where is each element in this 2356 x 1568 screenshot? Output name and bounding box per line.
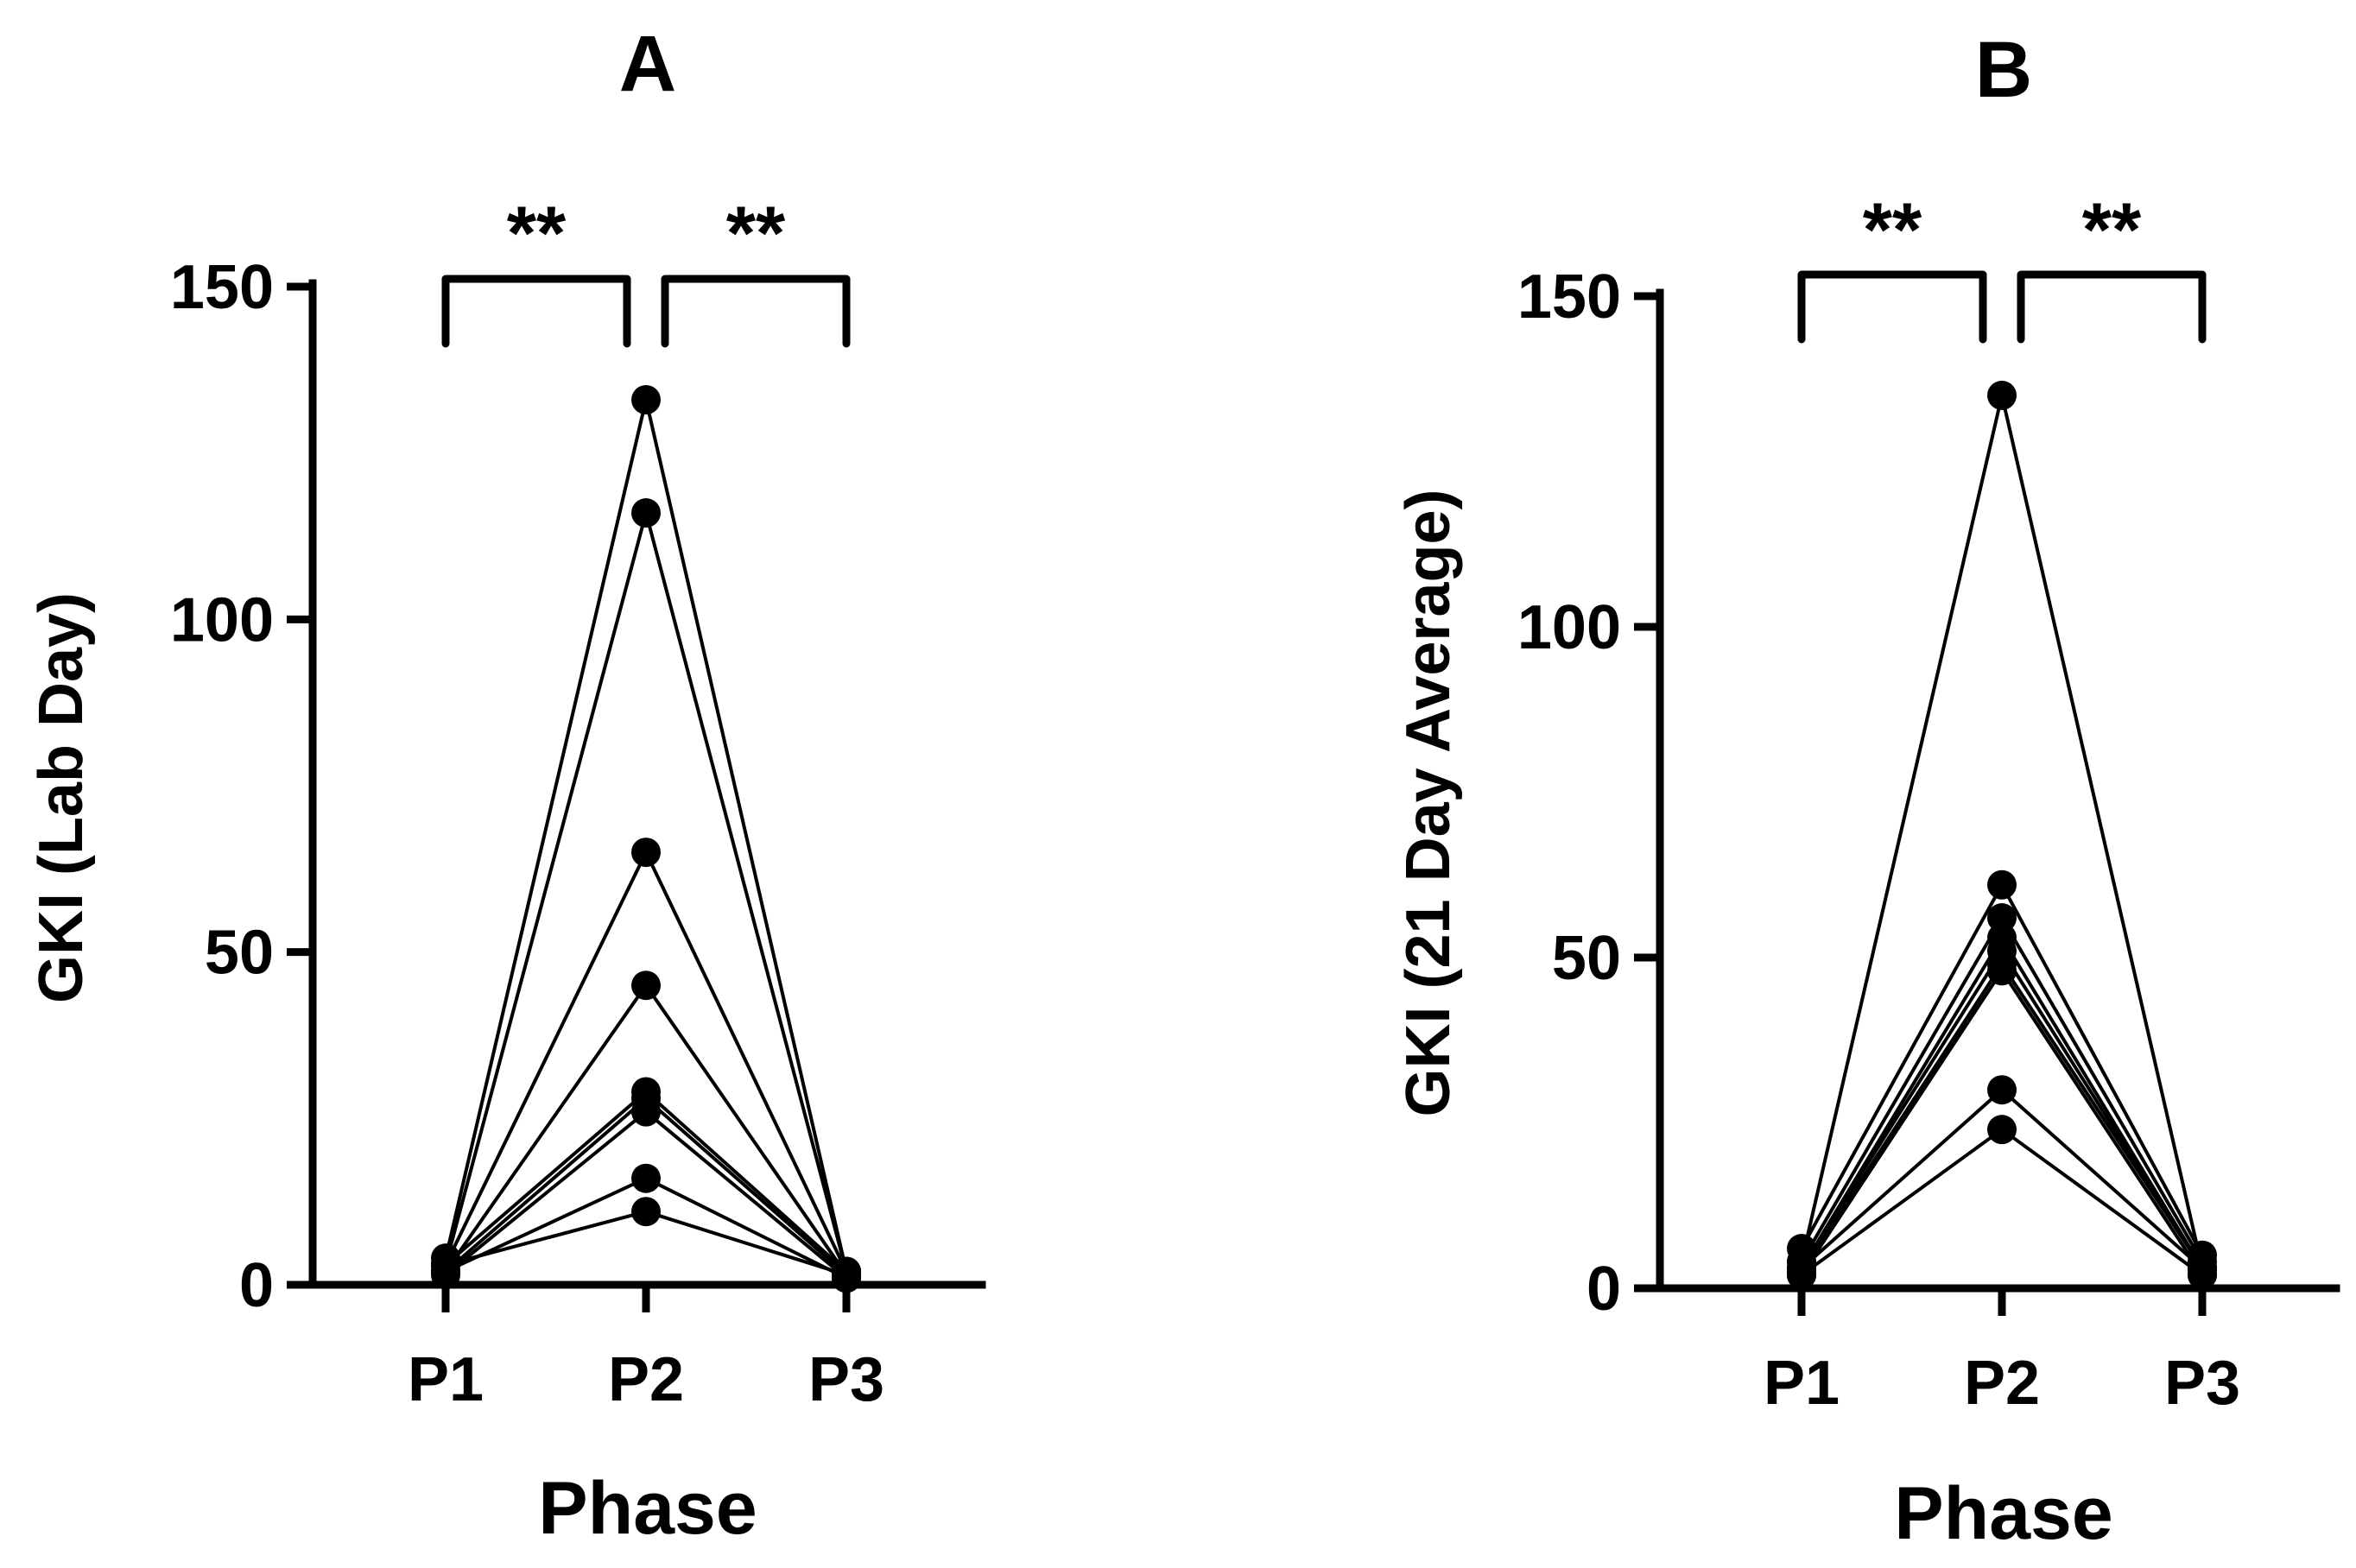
panel-b-series-line [1800,1127,2204,1277]
panel-b-significance-label: ** [1863,187,1922,272]
panel-a-data-point [631,1197,661,1227]
panel-a-significance-bracket [441,275,631,348]
panel-a-significance-label: ** [507,190,567,275]
panel-a-x-tick-label: P3 [808,1345,884,1414]
panel-b-y-tick-label: 0 [1586,1255,1621,1324]
panel-b-data-point [1987,1115,2017,1145]
panel-a-annotations: ** ** [441,190,851,348]
panel-b-data-point [1987,869,2017,900]
panel-b-data-point [1987,380,2017,410]
panel-a-data-point [631,971,661,1001]
panel-b-xlabel: Phase [1894,1472,2112,1555]
panel-a-series-line [444,982,848,1276]
panel-a-data-point [631,385,661,415]
panel-b-data-point [1987,956,2017,986]
panel-b-x-tick-label: P3 [2164,1349,2240,1418]
panel-a-data-point [431,1249,460,1280]
panel-a-data-point [631,838,661,868]
panel-b-data-point [1787,1260,1816,1290]
panel-a-series-layer [431,385,861,1293]
panel-b-x-tick-label: P2 [1964,1349,2040,1418]
panel-b: B GKI (21 Day Average) Phase 0 50 100 150 P1… [1394,26,2340,1555]
panel-b-series-layer [1787,380,2217,1290]
panel-b-ticks: 0 50 100 150 P1 P2 P3 [1517,262,2240,1418]
panel-a-y-tick-label: 50 [205,919,274,988]
panel-a-title: A [619,20,676,108]
panel-a-significance-label: ** [726,190,786,275]
panel-b-title: B [1975,26,2032,114]
panel-a-data-point [631,1097,661,1127]
panel-b-ylabel: GKI (21 Day Average) [1394,490,1463,1117]
panel-b-x-tick-label: P1 [1764,1349,1840,1418]
panel-b-significance-bracket [2017,270,2207,344]
panel-b-significance-bracket [1797,270,1987,344]
panel-b-y-tick-label: 50 [1552,924,1621,993]
panel-a-y-tick-label: 0 [239,1251,274,1320]
panel-a-ylabel: GKI (Lab Day) [27,592,96,1003]
panel-a-series-line [444,1110,848,1280]
panel-a-data-point [631,498,661,528]
panel-a-data-point [631,1163,661,1193]
panel-a-axes [308,279,986,1289]
panel-b-annotations: ** ** [1797,187,2207,344]
panel-b-y-tick-label: 150 [1517,262,1621,332]
panel-a-y-tick-label: 150 [170,253,274,322]
panel-a-xlabel: Phase [538,1467,757,1550]
panel-b-data-point [2188,1260,2217,1290]
panel-b-y-tick-label: 100 [1517,593,1621,662]
panel-a-series-line [444,506,848,1273]
panel-a-significance-bracket [661,275,851,348]
panel-a: A GKI (Lab Day) Phase 0 50 100 150 P1 P2 P3 **… [27,20,986,1550]
panel-a-y-tick-label: 100 [170,585,274,654]
panel-a-x-tick-label: P1 [408,1345,484,1414]
panel-a-x-tick-label: P2 [608,1345,684,1414]
panel-b-significance-label: ** [2082,187,2142,272]
panel-b-data-point [1987,1075,2017,1105]
panel-a-ticks: 0 50 100 150 P1 P2 P3 [170,253,884,1414]
